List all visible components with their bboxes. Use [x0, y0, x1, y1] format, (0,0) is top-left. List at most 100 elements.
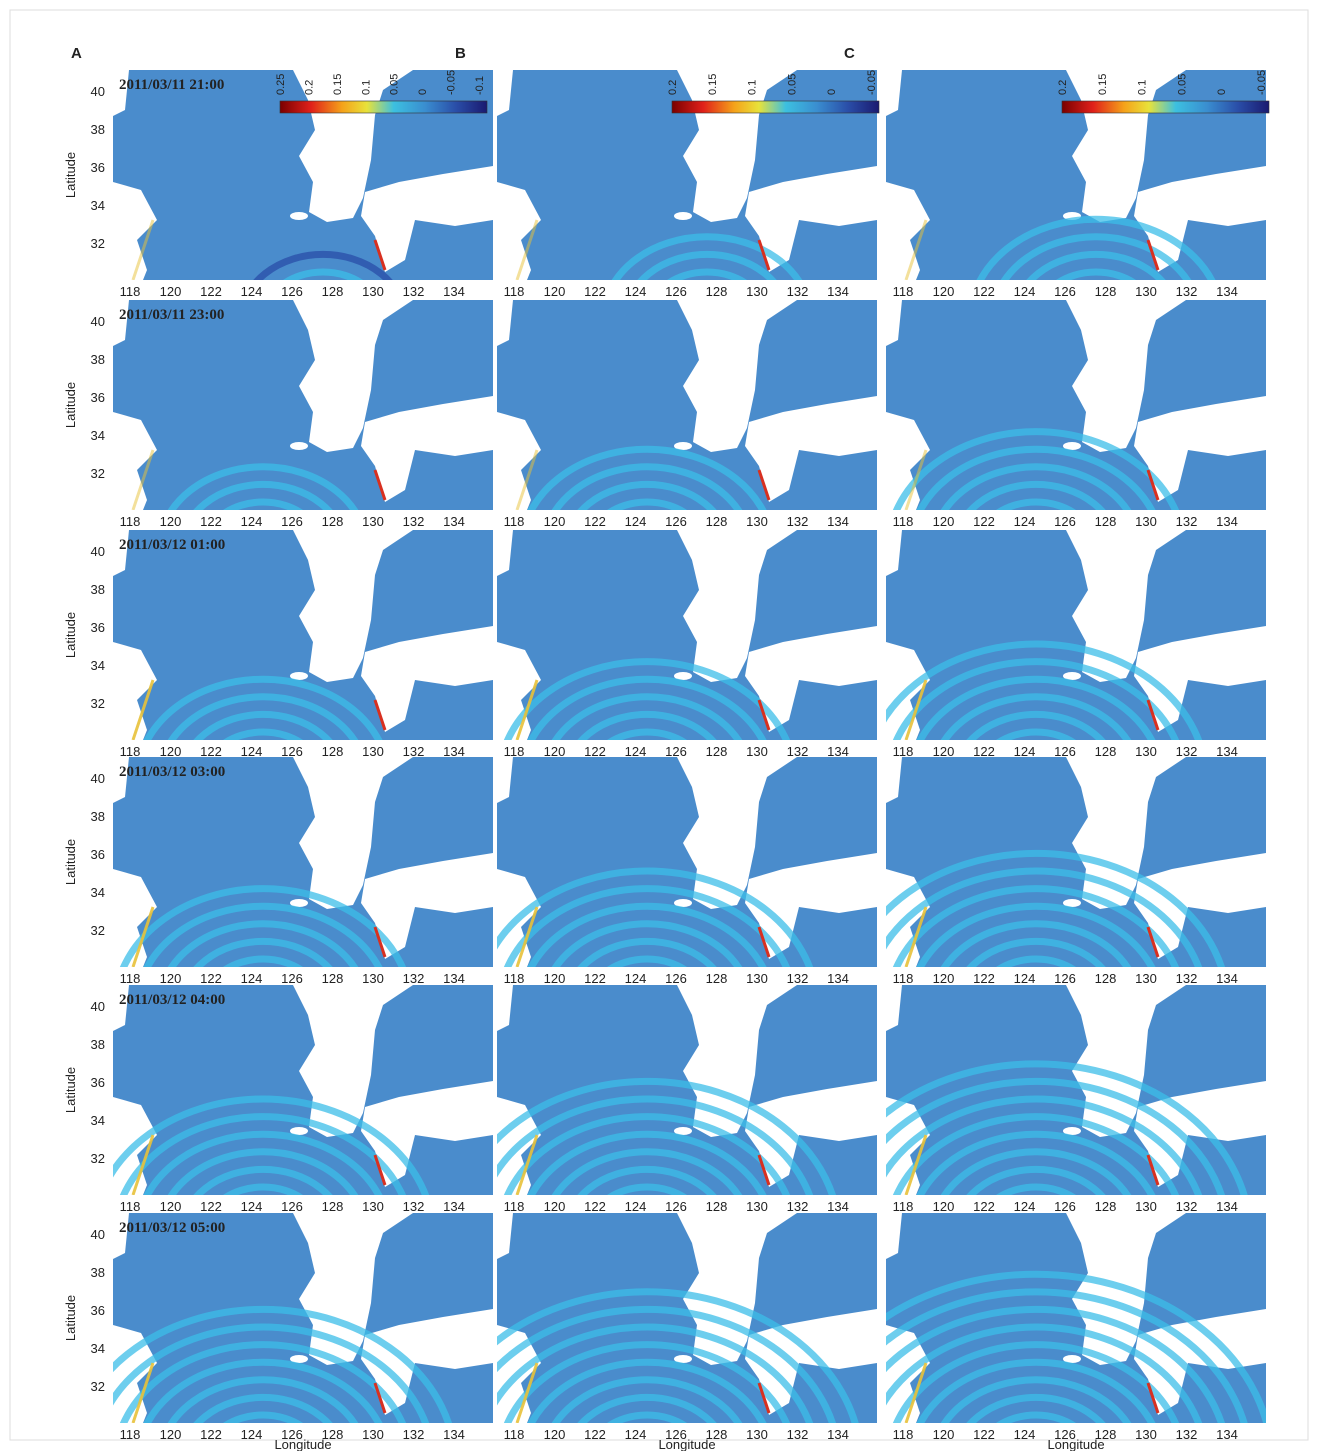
lon-tick-label: 122	[200, 284, 222, 299]
lat-tick-label: 32	[91, 466, 105, 481]
lon-tick-label: 126	[281, 744, 303, 759]
lon-tick-label: 134	[443, 1199, 465, 1214]
lon-tick-label: 128	[706, 514, 728, 529]
lon-tick-label: 124	[1014, 744, 1036, 759]
lon-tick-label: 126	[665, 284, 687, 299]
lon-tick-label: 126	[665, 514, 687, 529]
lon-tick-label: 134	[443, 1427, 465, 1442]
lon-tick-label: 132	[403, 514, 425, 529]
lon-tick-label: 128	[706, 1199, 728, 1214]
lon-tick-label: 118	[893, 1199, 914, 1214]
lon-tick-label: 130	[1135, 1427, 1157, 1442]
lat-tick-label: 40	[91, 314, 105, 329]
colorbar-tick-label: 0.2	[1057, 80, 1069, 95]
lon-tick-label: 120	[160, 1427, 182, 1442]
lon-tick-label: 124	[1014, 971, 1036, 986]
colorbar-tick-label: 0.15	[1097, 74, 1109, 95]
lon-tick-label: 126	[281, 1199, 303, 1214]
colorbar-tick-label: 0	[417, 89, 429, 95]
lon-tick-label: 118	[504, 514, 525, 529]
lon-tick-label: 130	[1135, 284, 1157, 299]
lon-tick-label: 120	[544, 284, 566, 299]
lon-tick-label: 132	[787, 971, 809, 986]
lat-tick-label: 40	[91, 544, 105, 559]
colorbar-tick-label: 0.25	[275, 74, 287, 95]
lon-tick-label: 122	[973, 744, 995, 759]
lon-tick-label: 132	[787, 1427, 809, 1442]
lon-tick-label: 120	[544, 1199, 566, 1214]
lon-tick-label: 120	[933, 971, 955, 986]
lon-tick-label: 118	[120, 744, 141, 759]
lon-tick-label: 120	[160, 1199, 182, 1214]
lon-tick-label: 120	[933, 514, 955, 529]
lon-tick-label: 120	[933, 1199, 955, 1214]
lon-tick-label: 132	[787, 514, 809, 529]
lon-tick-label: 118	[120, 1199, 141, 1214]
lon-tick-label: 120	[544, 514, 566, 529]
lon-tick-label: 130	[362, 971, 384, 986]
map-panel	[477, 757, 877, 1007]
lon-tick-label: 122	[973, 1427, 995, 1442]
lon-tick-label: 118	[120, 971, 141, 986]
lon-tick-label: 130	[746, 1427, 768, 1442]
colorbar-tick-label: 0.15	[707, 74, 719, 95]
colorbar-tick-label: 0	[826, 89, 838, 95]
lat-tick-label: 40	[91, 771, 105, 786]
lon-tick-label: 130	[1135, 744, 1157, 759]
lat-tick-label: 32	[91, 1151, 105, 1166]
lon-tick-label: 128	[322, 744, 344, 759]
lon-tick-label: 134	[1216, 514, 1238, 529]
lon-tick-label: 120	[544, 744, 566, 759]
lon-tick-label: 118	[893, 284, 914, 299]
figure: ABC1181201221241261281301321344038363432…	[0, 0, 1319, 1451]
lon-tick-label: 126	[1054, 514, 1076, 529]
map-panel	[113, 530, 493, 780]
timestamp: 2011/03/12 01:00	[119, 537, 225, 553]
lon-tick-label: 130	[1135, 971, 1157, 986]
colorbar-tick-label: 0.1	[747, 80, 759, 95]
lon-tick-label: 132	[1176, 514, 1198, 529]
lon-tick-label: 126	[281, 284, 303, 299]
lon-tick-label: 134	[443, 514, 465, 529]
map-panel	[113, 300, 493, 550]
colorbar	[1062, 101, 1269, 113]
colorbar-tick-label: 0.05	[1176, 74, 1188, 95]
lon-tick-label: 124	[625, 1427, 647, 1442]
lat-tick-label: 34	[91, 658, 105, 673]
y-axis-label: Latitude	[63, 1295, 78, 1341]
lon-tick-label: 120	[933, 1427, 955, 1442]
lon-tick-label: 124	[1014, 1427, 1036, 1442]
map-panel	[71, 1213, 493, 1451]
timestamp: 2011/03/11 21:00	[119, 77, 224, 93]
lon-tick-label: 124	[625, 744, 647, 759]
lon-tick-label: 128	[322, 514, 344, 529]
lon-tick-label: 130	[1135, 1199, 1157, 1214]
lon-tick-label: 134	[443, 284, 465, 299]
map-panel	[844, 757, 1266, 1007]
lon-tick-label: 128	[706, 971, 728, 986]
lon-tick-label: 132	[403, 1427, 425, 1442]
lon-tick-label: 132	[403, 284, 425, 299]
lon-tick-label: 132	[787, 284, 809, 299]
colorbar-tick-label: -0.05	[1256, 70, 1268, 95]
map-panel	[113, 757, 493, 1007]
colorbar-tick-label: 0.2	[667, 80, 679, 95]
lon-tick-label: 122	[973, 971, 995, 986]
y-axis-label: Latitude	[63, 152, 78, 198]
lon-tick-label: 124	[1014, 284, 1036, 299]
lat-tick-label: 38	[91, 582, 105, 597]
lon-tick-label: 118	[504, 1427, 525, 1442]
lon-tick-label: 134	[827, 1199, 849, 1214]
lon-tick-label: 122	[200, 514, 222, 529]
lat-tick-label: 40	[91, 999, 105, 1014]
lon-tick-label: 134	[827, 1427, 849, 1442]
panel-label: C	[844, 45, 855, 62]
map-panel	[822, 985, 1266, 1235]
lon-tick-label: 134	[827, 744, 849, 759]
y-axis-label: Latitude	[63, 839, 78, 885]
lon-tick-label: 128	[706, 284, 728, 299]
lon-tick-label: 120	[544, 1427, 566, 1442]
colorbar-tick-label: -0.05	[866, 70, 878, 95]
lat-tick-label: 34	[91, 1341, 105, 1356]
lon-tick-label: 118	[504, 971, 525, 986]
